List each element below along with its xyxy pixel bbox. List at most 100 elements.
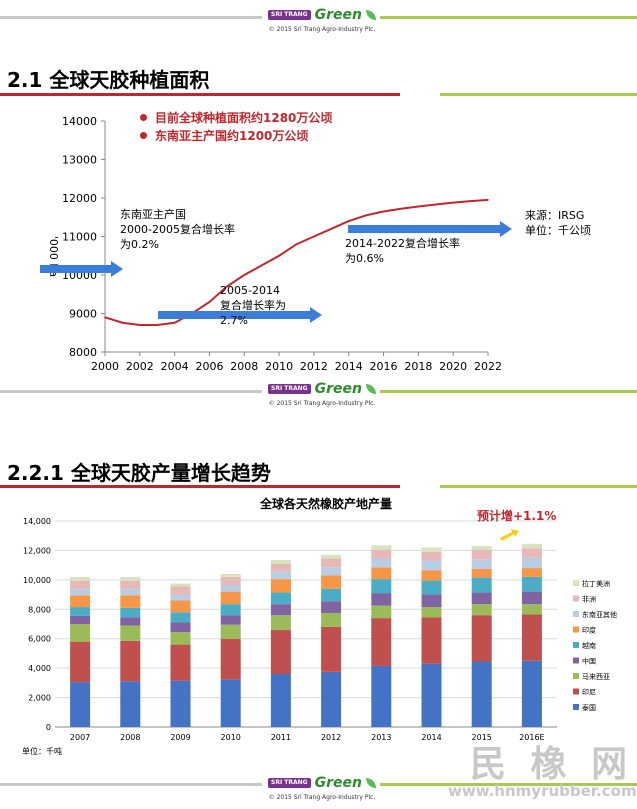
x-tick-label: 2016: [370, 360, 398, 373]
legend-swatch: [573, 673, 579, 679]
bar-segment: [220, 604, 241, 616]
bar-segment: [120, 607, 141, 618]
bar-segment: [270, 629, 291, 675]
bar-segment: [270, 592, 291, 605]
section1-title: 2.1 全球天胶种植面积: [7, 68, 210, 92]
data-point: [417, 205, 420, 208]
x-tick-label: 2006: [195, 360, 223, 373]
y-tick-label: 0: [46, 723, 51, 732]
leaf-icon: [365, 10, 376, 20]
legend-swatch: [573, 642, 579, 648]
bar-segment: [220, 638, 241, 680]
data-point: [243, 274, 246, 276]
watermark-logo: 民 橡 网: [470, 744, 634, 785]
x-tick-label: 2010: [221, 733, 241, 742]
sri-trang-badge: SRI TRANG: [268, 778, 311, 788]
bar-segment: [521, 568, 542, 577]
legend-label: 马来西亚: [582, 673, 610, 681]
section2-title: 2.2.1 全球天胶产量增长趋势: [7, 461, 271, 485]
bar-segment: [120, 576, 141, 581]
bar-segment: [270, 615, 291, 630]
x-tick-label: 2014: [335, 360, 363, 373]
green-rubber-wordmark: Green: [314, 775, 362, 791]
annotation-2000-2005: 东南亚主产国 2000-2005复合增长率 为0.2%: [120, 207, 235, 252]
data-point: [487, 199, 489, 201]
y-tick-label: 2,000: [28, 694, 51, 703]
data-point: [365, 214, 367, 217]
bar-segment: [421, 551, 442, 561]
bar-segment: [371, 579, 392, 594]
bar-segment: [421, 607, 442, 618]
x-tick-label: 2009: [170, 733, 190, 742]
section1-rule-left: [0, 93, 400, 96]
bar-segment: [70, 682, 91, 727]
bar-segment: [471, 568, 492, 578]
bar-segment: [270, 563, 291, 572]
x-tick-label: 2012: [321, 733, 341, 742]
bar-segment: [70, 607, 91, 616]
y-tick-label: 9000: [69, 308, 97, 321]
legend-swatch: [573, 657, 579, 664]
data-point: [469, 200, 472, 202]
data-point: [226, 285, 228, 288]
unit-note: 单位：千吨: [22, 746, 62, 756]
x-tick-label: 2012: [300, 360, 328, 373]
bullet-dot: [140, 114, 147, 121]
y-tick-label: 13000: [62, 154, 97, 167]
data-point: [313, 235, 315, 238]
annotation-2014-2022: 2014-2022复合增长率 为0.6%: [345, 236, 460, 266]
leaf-icon: [365, 778, 376, 788]
bar-segment: [270, 571, 291, 580]
footer-rule-right: [380, 783, 637, 786]
x-tick-label: 2018: [404, 360, 432, 373]
annotation-line: 2014-2022复合增长率: [345, 237, 460, 250]
bar-segment: [521, 614, 542, 661]
data-point: [156, 324, 159, 326]
legend-swatch: [573, 688, 579, 695]
arrow-2014-2022: [348, 221, 512, 237]
x-tick-label: 2002: [126, 360, 154, 373]
bullet-text: 目前全球种植面积约1280万公顷: [155, 111, 333, 125]
y-tick-label: 11000: [62, 231, 97, 244]
middle-rule-left: [0, 390, 262, 393]
bar-segment: [371, 549, 392, 559]
company-logo: SRI TRANG Green © 2015 Sri Trang Agro-In…: [267, 378, 377, 407]
bar-segment: [321, 588, 342, 602]
bar-segment: [421, 560, 442, 571]
bar-segment: [220, 679, 241, 727]
bar-segment: [521, 548, 542, 558]
header-rule-right: [380, 16, 637, 19]
bar-segment: [270, 579, 291, 593]
x-tick-label: 2000: [91, 360, 119, 373]
callout-arrow-icon: [500, 529, 519, 541]
bar-segment: [421, 580, 442, 595]
legend-swatch: [573, 595, 579, 602]
bar-segment: [321, 554, 342, 559]
x-tick-label: 2022: [474, 360, 502, 373]
bar-segment: [270, 604, 291, 616]
legend-swatch: [573, 611, 579, 617]
x-tick-label: 2016E: [519, 733, 544, 742]
bar-segment: [170, 644, 191, 681]
source-note: 来源：IRSG 单位：千公顷: [525, 208, 591, 238]
bar-segment: [321, 575, 342, 589]
bar-segment: [471, 577, 492, 593]
bar-segment: [120, 625, 141, 641]
chart-title: 全球各天然橡胶产地产量: [259, 496, 392, 511]
source-text: 来源：IRSG: [525, 209, 585, 222]
bar-segment: [170, 583, 191, 587]
bar-segment: [521, 660, 542, 727]
x-tick-label: 2008: [120, 733, 140, 742]
legend-label: 印尼: [582, 689, 596, 697]
data-point: [278, 254, 280, 257]
x-tick-label: 2011: [271, 733, 291, 742]
bar-segment: [521, 604, 542, 615]
data-point: [434, 203, 437, 206]
x-tick-label: 2020: [439, 360, 467, 373]
bar-segment: [270, 674, 291, 727]
bar-segment: [471, 592, 492, 605]
y-tick-label: 10,000: [23, 576, 51, 585]
legend-label: 非洲: [582, 595, 596, 604]
bar-segment: [421, 617, 442, 664]
